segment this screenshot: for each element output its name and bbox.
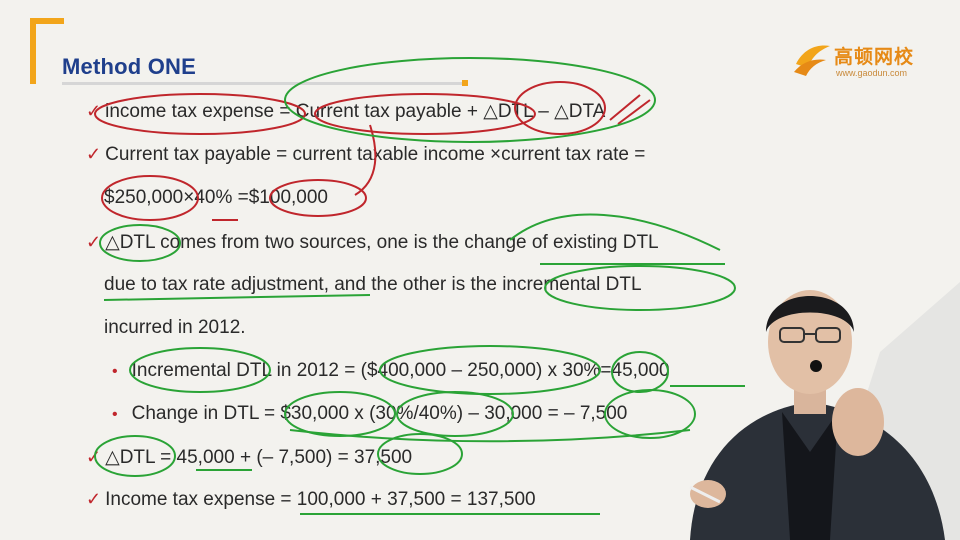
title-underline-dot xyxy=(462,80,468,86)
green-ink-circle xyxy=(99,224,181,262)
line-4-text: △DTL comes from two sources, one is the … xyxy=(105,232,659,253)
red-ink-arrow xyxy=(354,124,377,196)
green-ink-circle xyxy=(129,347,271,393)
check-icon: ✓ xyxy=(86,101,102,121)
wing-logo-icon xyxy=(794,45,830,76)
logo-url-text: www.gaodun.com xyxy=(836,68,908,78)
line-6: incurred in 2012. xyxy=(104,317,246,339)
line-9-text: △DTL = 45,000 + (– 7,500) = 37,500 xyxy=(105,447,413,468)
green-ink-circle xyxy=(379,345,601,395)
red-ink-circle xyxy=(101,175,199,221)
green-ink-circle xyxy=(396,391,514,437)
green-ink-curve xyxy=(509,213,721,251)
line-10: ✓ Income tax expense = 100,000 + 37,500 =… xyxy=(86,489,536,511)
gaodun-logo: 高顿网校 www.gaodun.com xyxy=(792,38,932,88)
green-ink-circle xyxy=(544,265,736,311)
red-ink-circle xyxy=(514,81,606,135)
slide-title: Method ONE xyxy=(62,54,196,79)
line-4: ✓ △DTL comes from two sources, one is the… xyxy=(86,231,659,254)
green-ink-underline xyxy=(103,294,371,301)
line-8: • Change in DTL = $30,000 x (30%/40%) – 3… xyxy=(112,403,627,425)
line-5-text: due to tax rate adjustment, and the othe… xyxy=(104,274,642,295)
green-ink-circle xyxy=(377,433,463,475)
line-6-text: incurred in 2012. xyxy=(104,317,246,338)
green-ink-circle xyxy=(284,57,656,143)
line-7-text: Incremental DTL in 2012 = ($400,000 – 25… xyxy=(131,360,670,381)
red-ink-circle xyxy=(269,179,367,217)
check-icon: ✓ xyxy=(86,144,102,164)
green-ink-circle xyxy=(284,391,396,437)
bullet-icon: • xyxy=(112,406,118,423)
line-8-text: Change in DTL = $30,000 x (30%/40%) – 30… xyxy=(131,403,628,424)
red-ink-strike xyxy=(609,94,651,125)
red-ink-circle xyxy=(94,93,306,135)
presenter-video xyxy=(689,282,960,540)
green-ink-underline xyxy=(289,429,691,443)
slide-corner-bracket xyxy=(30,18,64,84)
red-ink-circle xyxy=(314,93,536,135)
check-icon: ✓ xyxy=(86,232,102,252)
title-underline xyxy=(62,82,467,85)
line-5: due to tax rate adjustment, and the othe… xyxy=(104,274,642,296)
logo-brand-text: 高顿网校 xyxy=(834,47,915,68)
line-10-text: Income tax expense = 100,000 + 37,500 = … xyxy=(105,489,536,510)
line-1: ✓ income tax expense = Current tax payabl… xyxy=(86,100,605,123)
check-icon: ✓ xyxy=(86,489,102,509)
bullet-icon: • xyxy=(112,363,118,380)
line-7: • Incremental DTL in 2012 = ($400,000 – 2… xyxy=(112,360,670,382)
line-1-text: income tax expense = Current tax payable… xyxy=(105,101,606,122)
green-ink-circle xyxy=(604,389,696,439)
green-ink-circle xyxy=(94,435,176,477)
green-ink-circle xyxy=(611,351,669,393)
